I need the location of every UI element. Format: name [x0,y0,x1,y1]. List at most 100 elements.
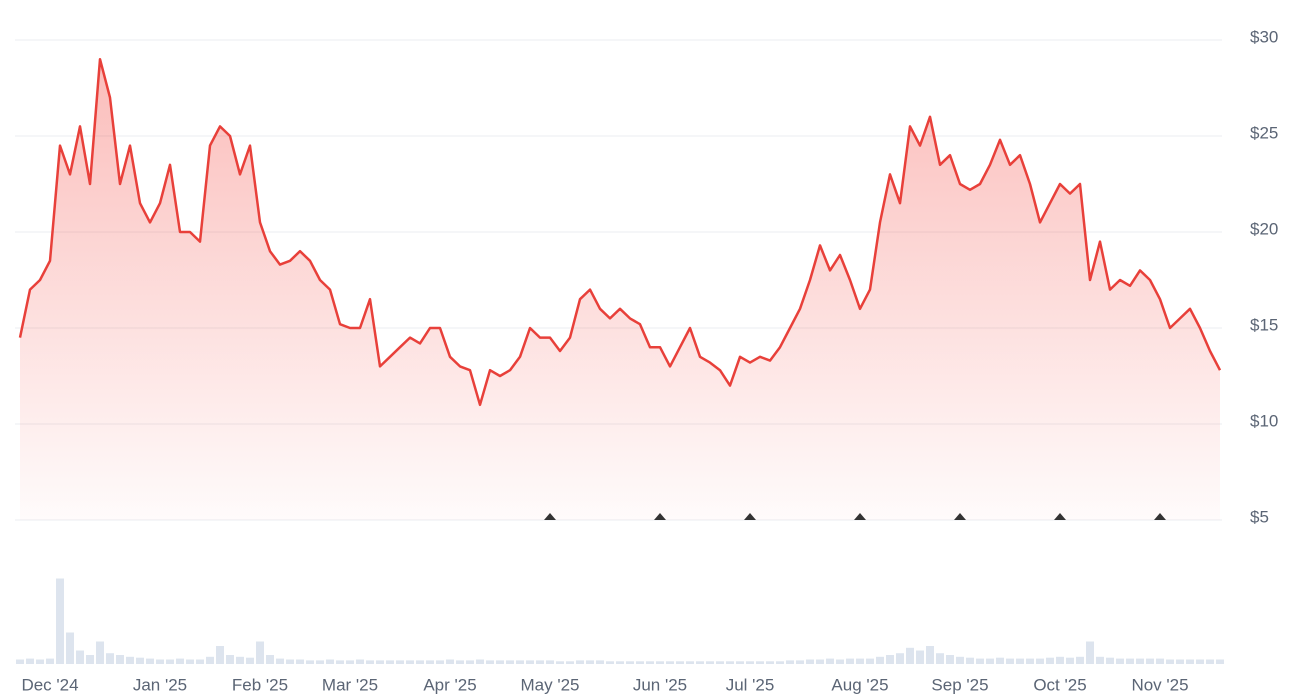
volume-bar [206,656,214,664]
volume-bar [956,656,964,664]
volume-bar [1066,657,1074,664]
event-marker [854,513,866,520]
x-tick-label: Dec '24 [21,675,78,694]
volume-bar [806,659,814,664]
volume-bar [466,660,474,664]
volume-bar [1176,659,1184,664]
volume-bar [116,655,124,664]
volume-bar [446,659,454,664]
volume-bar [286,659,294,664]
volume-bar [456,660,464,664]
volume-bar [1136,658,1144,664]
volume-bar [496,660,504,664]
volume-bar [636,661,644,664]
volume-bar [606,661,614,664]
volume-bar [886,655,894,664]
volume-bar [136,657,144,664]
volume-bar [416,660,424,664]
volume-bar [196,659,204,664]
volume-bar [386,660,394,664]
volume-bar [556,661,564,664]
volume-bar [106,653,114,664]
volume-bar [1186,659,1194,664]
volume-bar [526,660,534,664]
volume-bar [76,650,84,664]
volume-bar [16,659,24,664]
event-marker [1154,513,1166,520]
event-marker [954,513,966,520]
volume-bar [226,655,234,664]
x-tick-label: May '25 [521,675,580,694]
volume-bar [936,653,944,664]
volume-bar [1206,659,1214,664]
volume-bar [256,641,264,664]
x-tick-label: Oct '25 [1033,675,1086,694]
volume-bar [656,661,664,664]
y-tick-label: $15 [1250,315,1278,334]
volume-bar [406,660,414,664]
volume-bar [626,661,634,664]
event-marker [654,513,666,520]
volume-bar [826,658,834,664]
volume-bar [616,661,624,664]
y-tick-label: $20 [1250,219,1278,238]
volume-bar [796,660,804,664]
volume-bar [536,660,544,664]
volume-bar [186,659,194,664]
volume-bar [726,661,734,664]
x-tick-label: Sep '25 [931,675,988,694]
x-tick-label: Aug '25 [831,675,888,694]
volume-bar [1026,658,1034,664]
volume-bar [646,661,654,664]
volume-bar [96,641,104,664]
volume-bar [1076,656,1084,664]
volume-bar [866,658,874,664]
volume-bar [276,658,284,664]
event-marker [1054,513,1066,520]
volume-bar [776,661,784,664]
x-tick-label: Nov '25 [1131,675,1188,694]
volume-bar [706,661,714,664]
volume-bar [516,660,524,664]
x-tick-label: Jun '25 [633,675,687,694]
volume-bar [816,659,824,664]
x-tick-label: Jul '25 [726,675,775,694]
volume-bar [1036,658,1044,664]
x-tick-label: Apr '25 [423,675,476,694]
volume-bar [156,659,164,664]
volume-bar [36,659,44,664]
volume-bar [146,658,154,664]
volume-bar [1086,641,1094,664]
x-tick-label: Feb '25 [232,675,288,694]
volume-bar [356,659,364,664]
area-fill [20,59,1220,520]
volume-bar [236,656,244,664]
volume-bar [946,655,954,664]
volume-bar [856,658,864,664]
volume-bar [1196,659,1204,664]
volume-bar [1216,659,1224,664]
price-line [18,57,1222,407]
volume-bar [746,661,754,664]
volume-bar [906,647,914,664]
volume-bar [736,661,744,664]
event-marker [744,513,756,520]
volume-bar [326,659,334,664]
volume-bar [1156,658,1164,664]
volume-bar [1106,657,1114,664]
volume-bar [716,661,724,664]
volume-bar [1116,658,1124,664]
volume-bar [846,658,854,664]
volume-bar [296,659,304,664]
volume-bar [306,660,314,664]
volume-bar [176,658,184,664]
volume-bar [26,658,34,664]
volume-bar [576,660,584,664]
volume-bar [86,655,94,664]
volume-bar [126,656,134,664]
volume-bar [216,646,224,664]
y-tick-label: $10 [1250,411,1278,430]
volume-bar [766,661,774,664]
volume-bar [876,656,884,664]
y-tick-label: $30 [1250,27,1278,46]
